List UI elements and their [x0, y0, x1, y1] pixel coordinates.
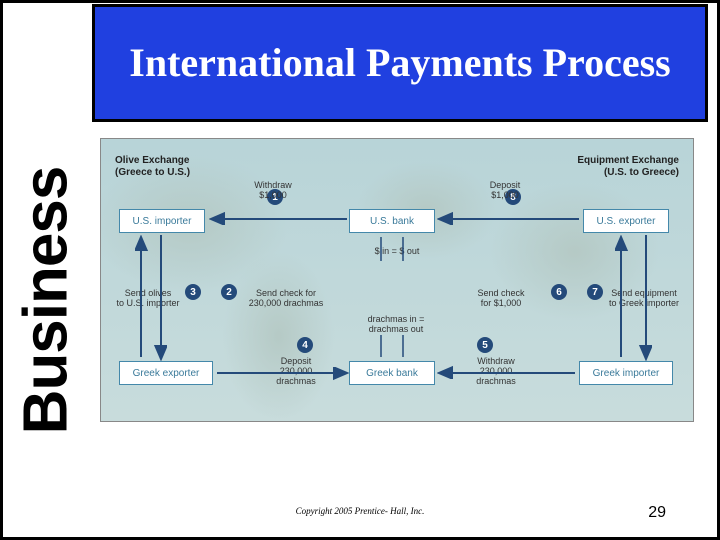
vertical-label: Business — [8, 130, 84, 470]
page-number: 29 — [648, 504, 666, 522]
slide-title: International Payments Process — [129, 42, 670, 84]
arrows — [101, 139, 694, 422]
diagram-panel: Olive Exchange(Greece to U.S.) Equipment… — [100, 138, 694, 422]
title-band: International Payments Process — [92, 4, 708, 122]
vertical-label-text: Business — [11, 166, 82, 434]
copyright-text: Copyright 2005 Prentice- Hall, Inc. — [0, 506, 720, 516]
